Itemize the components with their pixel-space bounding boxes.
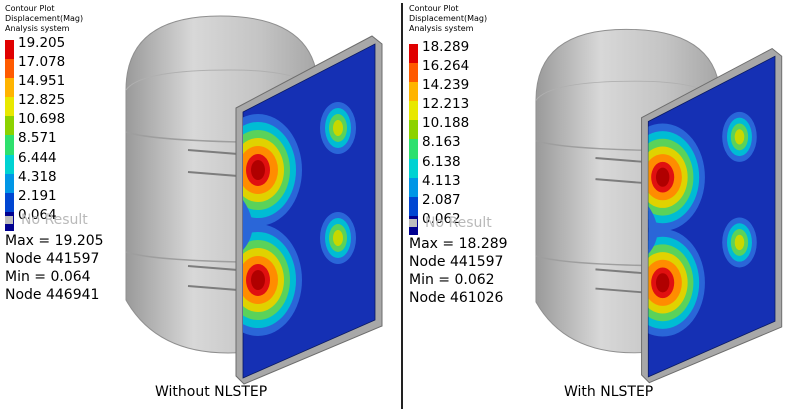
contour-band bbox=[333, 120, 343, 136]
tank-plate-model bbox=[535, 28, 783, 384]
min-node: Node 446941 bbox=[5, 287, 100, 303]
colorbar-swatch bbox=[409, 139, 418, 159]
legend-tick: 4.318 bbox=[18, 168, 57, 185]
legend-subtitle: Displacement(Mag) bbox=[409, 14, 488, 23]
no-result-label: No Result bbox=[21, 212, 88, 228]
tank-plate-model bbox=[125, 15, 383, 385]
contour-band bbox=[333, 230, 343, 246]
min-value: Min = 0.064 bbox=[5, 269, 91, 285]
result-panel-with-nlstep: Contour Plot Displacement(Mag) Analysis … bbox=[404, 0, 800, 415]
panel-divider bbox=[401, 3, 403, 409]
no-result-entry: No Result bbox=[5, 212, 88, 228]
legend-tick: 10.698 bbox=[18, 111, 66, 128]
contour-band bbox=[251, 270, 265, 290]
min-value: Min = 0.062 bbox=[409, 272, 495, 288]
colorbar-swatch bbox=[5, 116, 14, 136]
model-group bbox=[125, 15, 383, 385]
max-node: Node 441597 bbox=[409, 254, 504, 270]
legend-title: Contour Plot bbox=[5, 4, 55, 13]
max-node: Node 441597 bbox=[5, 251, 100, 267]
colorbar-swatch bbox=[5, 154, 14, 174]
contour-band bbox=[251, 160, 265, 180]
legend-tick: 6.138 bbox=[422, 153, 461, 170]
legend-header: Contour Plot Displacement(Mag) Analysis … bbox=[409, 4, 487, 34]
legend-tick: 8.163 bbox=[422, 134, 461, 151]
contour-band bbox=[655, 273, 670, 293]
tank-bracket bbox=[187, 149, 239, 177]
legend-tick: 14.951 bbox=[18, 73, 66, 90]
colorbar-swatch bbox=[409, 63, 418, 83]
legend-system: Analysis system bbox=[5, 24, 70, 33]
legend-tick: 6.444 bbox=[18, 149, 57, 166]
legend-tick: 19.205 bbox=[18, 35, 66, 51]
tank-ring bbox=[535, 255, 646, 267]
legend-tick: 2.087 bbox=[422, 191, 461, 208]
colorbar-swatch bbox=[409, 82, 418, 102]
colorbar-swatch bbox=[409, 120, 418, 140]
min-node: Node 461026 bbox=[409, 290, 504, 306]
no-result-swatch bbox=[5, 216, 13, 224]
tank-bracket bbox=[595, 157, 644, 184]
colorbar-swatch bbox=[5, 78, 14, 98]
max-value: Max = 19.205 bbox=[5, 233, 104, 249]
legend-system: Analysis system bbox=[409, 24, 474, 33]
contour-band bbox=[655, 167, 670, 187]
contour-band bbox=[734, 129, 745, 145]
colorbar-swatch bbox=[409, 177, 418, 197]
result-stats: Max = 18.289 Node 441597 Min = 0.062 Nod… bbox=[409, 235, 508, 307]
legend-tick: 4.113 bbox=[422, 172, 461, 189]
result-stats: Max = 19.205 Node 441597 Min = 0.064 Nod… bbox=[5, 232, 104, 304]
colorbar-swatch bbox=[5, 192, 14, 212]
legend-tick: 17.078 bbox=[18, 54, 66, 71]
legend-tick: 0.064 bbox=[18, 206, 57, 223]
colorbar-swatch bbox=[5, 40, 14, 60]
legend-tick: 18.289 bbox=[422, 39, 470, 55]
no-result-entry: No Result bbox=[409, 215, 492, 231]
legend-tick: 10.188 bbox=[422, 115, 470, 132]
contour-group bbox=[648, 111, 757, 337]
tank-bracket bbox=[595, 268, 644, 294]
panel-caption: With NLSTEP bbox=[564, 384, 654, 400]
legend-tick: 12.213 bbox=[422, 96, 470, 113]
contour-group bbox=[243, 102, 356, 336]
panel-caption: Without NLSTEP bbox=[155, 384, 268, 400]
colorbar-swatch bbox=[5, 173, 14, 193]
tank-bracket bbox=[187, 265, 239, 291]
legend-tick: 0.062 bbox=[422, 210, 461, 227]
max-value: Max = 18.289 bbox=[409, 236, 508, 252]
legend-tick: 12.825 bbox=[18, 92, 66, 109]
model-group bbox=[535, 28, 783, 384]
legend-header: Contour Plot Displacement(Mag) Analysis … bbox=[5, 4, 83, 34]
colorbar-swatch bbox=[409, 158, 418, 178]
legend-tick: 14.239 bbox=[422, 77, 470, 94]
contour-band bbox=[648, 206, 658, 255]
legend-ticks: 19.205 17.078 14.951 12.825 10.698 8.571… bbox=[18, 34, 65, 225]
no-result-label: No Result bbox=[425, 215, 492, 231]
colorbar-swatch bbox=[5, 97, 14, 117]
colorbar-swatch bbox=[5, 59, 14, 79]
legend-tick: 2.191 bbox=[18, 187, 57, 204]
tank-ring bbox=[125, 251, 241, 263]
legend-ticks: 18.289 16.264 14.239 12.213 10.188 8.163… bbox=[422, 38, 469, 229]
legend-tick: 8.571 bbox=[18, 130, 57, 147]
legend-title: Contour Plot bbox=[409, 4, 459, 13]
legend-subtitle: Displacement(Mag) bbox=[5, 14, 84, 23]
colorbar-swatch bbox=[409, 101, 418, 121]
contour-band bbox=[243, 200, 253, 250]
contour-band bbox=[734, 234, 745, 251]
legend-tick: 16.264 bbox=[422, 58, 470, 75]
no-result-swatch bbox=[409, 219, 417, 227]
tank-ring bbox=[125, 131, 241, 143]
tank-ring bbox=[535, 140, 646, 152]
colorbar-swatch bbox=[5, 135, 14, 155]
colorbar-swatch bbox=[409, 44, 418, 64]
colorbar-swatch bbox=[409, 196, 418, 216]
result-panel-without-nlstep: Contour Plot Displacement(Mag) Analysis … bbox=[5, 4, 383, 400]
